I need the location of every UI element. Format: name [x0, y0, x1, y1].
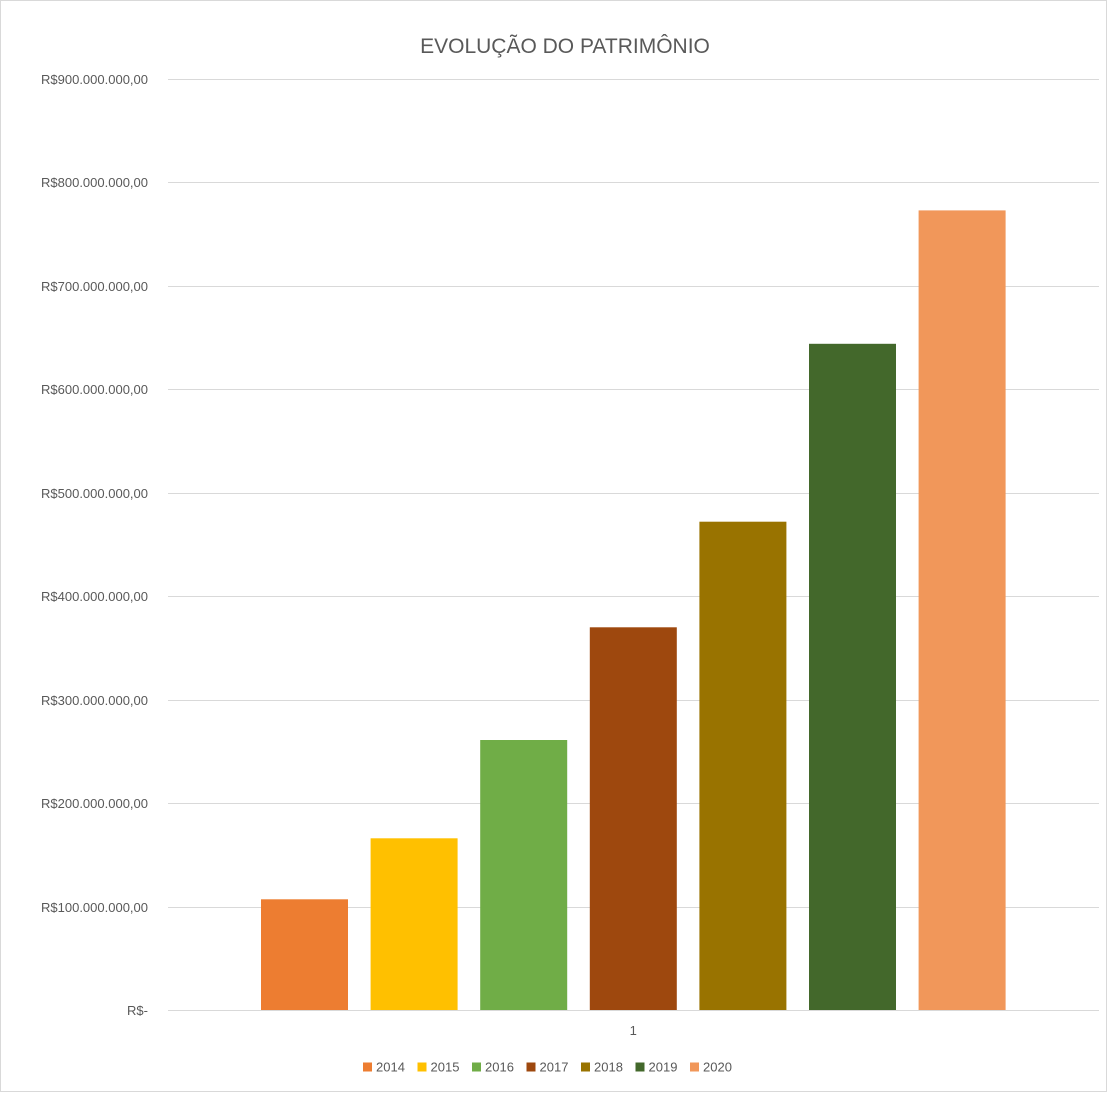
legend: 2014 2015 2016 2017 2018 2019 2020 — [363, 1060, 732, 1075]
legend-swatch — [690, 1062, 699, 1072]
legend-label: 2015 — [431, 1060, 460, 1075]
legend-label: 2019 — [649, 1060, 678, 1075]
legend-swatch — [635, 1062, 645, 1072]
legend-label: 2017 — [540, 1060, 569, 1075]
x-axis-ticks: 1 — [630, 1023, 637, 1038]
y-axis-ticks: R$- R$100.000.000,00 R$200.000.000,00 R$300… — [41, 72, 148, 1018]
y-tick-label: R$400.000.000,00 — [41, 589, 148, 604]
y-tick-label: R$600.000.000,00 — [41, 382, 148, 397]
legend-item-2018: 2018 — [581, 1060, 623, 1075]
legend-swatch — [472, 1062, 481, 1072]
legend-item-2019: 2019 — [635, 1060, 678, 1075]
legend-swatch — [581, 1062, 590, 1072]
legend-item-2015: 2015 — [417, 1060, 460, 1075]
legend-label: 2014 — [376, 1060, 405, 1075]
y-tick-label: R$800.000.000,00 — [41, 175, 148, 190]
legend-item-2017: 2017 — [526, 1060, 569, 1075]
bar-2020 — [918, 210, 1006, 1010]
legend-swatch — [363, 1062, 372, 1072]
legend-item-2020: 2020 — [690, 1060, 732, 1075]
y-tick-label: R$- — [127, 1003, 148, 1018]
bars — [261, 210, 1006, 1010]
y-tick-label: R$700.000.000,00 — [41, 279, 148, 294]
chart-title: EVOLUÇÃO DO PATRIMÔNIO — [420, 34, 710, 58]
legend-label: 2018 — [594, 1060, 623, 1075]
legend-item-2016: 2016 — [472, 1060, 514, 1075]
bar-2018 — [699, 521, 787, 1010]
x-tick-label: 1 — [630, 1023, 637, 1038]
y-tick-label: R$500.000.000,00 — [41, 486, 148, 501]
bar-2019 — [809, 343, 896, 1010]
bar-2015 — [370, 838, 458, 1010]
legend-swatch — [417, 1062, 427, 1072]
bar-2017 — [589, 627, 677, 1010]
bar-2014 — [261, 899, 348, 1010]
y-tick-label: R$900.000.000,00 — [41, 72, 148, 87]
y-tick-label: R$100.000.000,00 — [41, 900, 148, 915]
y-tick-label: R$200.000.000,00 — [41, 796, 148, 811]
bar-2016 — [480, 740, 568, 1010]
y-tick-label: R$300.000.000,00 — [41, 693, 148, 708]
legend-item-2014: 2014 — [363, 1060, 405, 1075]
legend-swatch — [526, 1062, 536, 1072]
legend-label: 2016 — [485, 1060, 514, 1075]
legend-label: 2020 — [703, 1060, 732, 1075]
